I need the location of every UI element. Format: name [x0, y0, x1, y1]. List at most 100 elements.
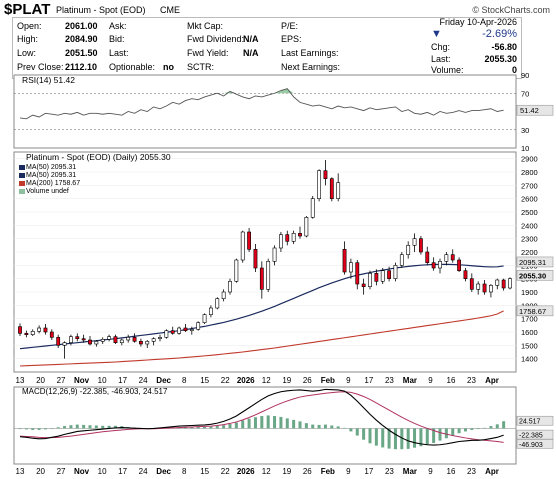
exchange-label: CME — [160, 5, 180, 15]
candle-body — [412, 238, 417, 246]
macd-histogram-bar — [330, 425, 334, 429]
legend-item: MA(200) 1758.67 — [26, 180, 80, 187]
macd-histogram-bar — [234, 422, 238, 429]
macd-histogram-bar — [228, 424, 232, 429]
macd-histogram-bar — [273, 416, 277, 429]
macd-histogram-bar — [203, 426, 207, 429]
macd-value-tag — [516, 439, 554, 449]
x-tick-label: Nov — [74, 376, 90, 385]
price-frame — [13, 151, 517, 373]
last2-value: 2055.30 — [484, 54, 517, 64]
x-tick-label: 23 — [385, 467, 394, 476]
x-tick-label: 22 — [221, 467, 230, 476]
symbol-title: $PLAT — [4, 1, 51, 18]
macd-histogram-bar — [50, 428, 54, 429]
candle-body — [310, 198, 315, 218]
candle-body — [119, 339, 124, 343]
bid-label: Bid: — [109, 34, 125, 44]
candle-body — [272, 247, 277, 262]
x-tick-label: 19 — [282, 467, 291, 476]
price-tick-label: 2900 — [521, 155, 538, 164]
macd-histogram-bar — [349, 428, 353, 432]
candle-body — [495, 279, 500, 286]
pane-titles: RSI(14) 51.42 Platinum - Spot (EOD) (Dai… — [22, 75, 171, 396]
macd-histogram-bar — [483, 427, 487, 429]
candle-body — [164, 330, 169, 338]
x-tick-label: 23 — [467, 467, 476, 476]
legend-swatch — [19, 189, 25, 194]
price-tag — [516, 270, 554, 281]
candle-body — [406, 245, 411, 255]
price-tick-label: 2300 — [521, 235, 538, 244]
x-tick-label: 8 — [182, 467, 187, 476]
macd-histogram-bar — [18, 428, 22, 430]
candle-body — [304, 217, 309, 237]
macd-histogram-bar — [413, 428, 417, 448]
instrument-name: Platinum - Spot (EOD) — [56, 5, 146, 15]
macd-value-label: -22.385 — [519, 433, 543, 440]
x-tick-label: 17 — [118, 467, 127, 476]
macd-histogram-bar — [425, 428, 429, 445]
fwd-yield-value: N/A — [243, 48, 259, 58]
x-tick-label: 16 — [447, 376, 456, 385]
macd-histogram-bar — [400, 428, 404, 450]
x-tick-label: 2026 — [237, 467, 255, 476]
candle-body — [196, 322, 201, 330]
price-tick-label: 2700 — [521, 181, 538, 190]
macd-histogram-bar — [88, 425, 92, 429]
x-tick-label: 26 — [303, 467, 312, 476]
legend-item: Volume undef — [26, 188, 69, 195]
candle-body — [151, 338, 156, 342]
candle-body — [425, 251, 430, 263]
x-tick-label: 23 — [385, 376, 394, 385]
x-tick-label: 8 — [182, 376, 187, 385]
macd-histogram-bar — [457, 428, 461, 434]
macd-histogram-bar — [285, 418, 289, 429]
candle-body — [209, 307, 213, 315]
candle-body — [380, 270, 385, 282]
x-tick-label: Feb — [321, 376, 335, 385]
macd-signal-line — [19, 391, 504, 443]
macd-pane: 24.517 -22.385 -46.903 — [13, 386, 554, 465]
x-tick-label: 27 — [57, 467, 66, 476]
watermark: © StockCharts.com — [472, 5, 550, 15]
candle-body — [419, 238, 423, 253]
rsi-frame — [13, 74, 517, 149]
candle-body — [342, 249, 347, 273]
prev-close-value: 2112.10 — [65, 62, 98, 72]
x-tick-label: Apr — [485, 376, 499, 385]
change-percent: -2.69% — [482, 28, 517, 40]
macd-value-tag — [516, 429, 554, 440]
macd-histogram-bar — [190, 426, 194, 429]
macd-histogram-bar — [43, 428, 47, 430]
x-tick-label: 9 — [346, 467, 351, 476]
candle-body — [202, 314, 207, 323]
optionable-label: Optionable: — [109, 62, 156, 72]
x-tick-label: 23 — [467, 376, 476, 385]
rsi-title: RSI(14) 51.42 — [22, 75, 75, 85]
macd-histogram-bar — [451, 428, 455, 436]
fwd-dividend-value: N/A — [243, 34, 259, 44]
macd-value-label: 24.517 — [519, 419, 541, 426]
candle-body — [368, 273, 372, 287]
candle-body — [374, 273, 379, 282]
candle-body — [81, 338, 86, 341]
price-tag-label: 2055.30 — [519, 271, 546, 280]
ask-label: Ask: — [109, 21, 127, 31]
macd-histogram-bar — [215, 426, 219, 429]
macd-histogram-bar — [75, 424, 79, 429]
macd-histogram-bar — [24, 428, 28, 430]
macd-histogram-bar — [113, 425, 117, 429]
x-tick-label: 22 — [221, 376, 230, 385]
last2-label: Last: — [431, 54, 451, 64]
open-label: Open: — [17, 21, 42, 31]
macd-histogram-bar — [368, 428, 372, 444]
legend-item: MA(50) 2095.31 — [26, 172, 76, 179]
macd-histogram-bar — [94, 425, 98, 429]
date-line: Friday 10-Apr-2026 — [439, 17, 517, 27]
macd-histogram-bar — [495, 424, 499, 429]
candle-body — [228, 281, 232, 293]
candle-body — [139, 341, 143, 345]
